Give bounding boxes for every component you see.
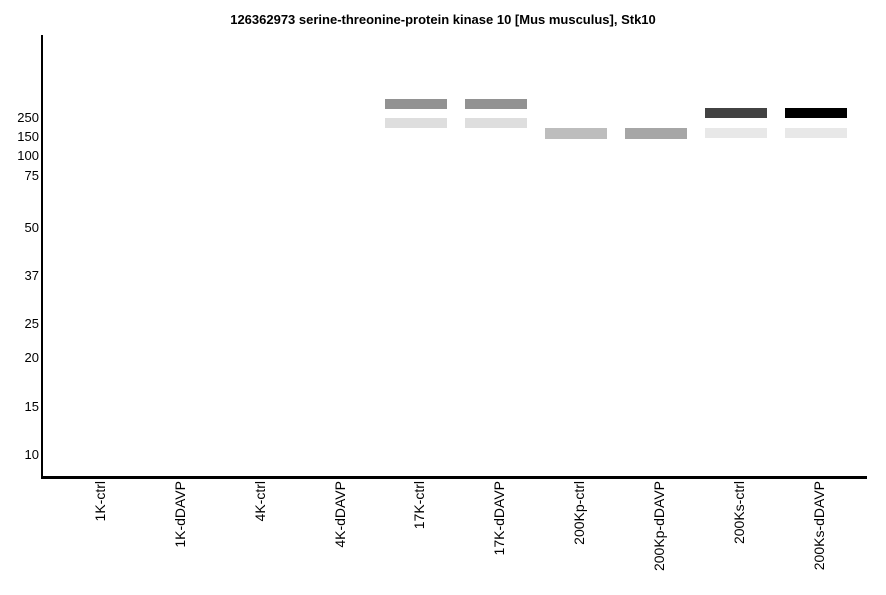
y-tick-label: 20 <box>24 350 39 365</box>
chart-title: 126362973 serine-threonine-protein kinas… <box>230 12 656 27</box>
y-tick-label: 100 <box>17 148 39 163</box>
blot-band <box>465 118 527 128</box>
y-tick-label: 150 <box>17 129 39 144</box>
x-lane-label: 200Ks-ctrl <box>731 481 747 545</box>
x-lane-label: 1K-dDAVP <box>172 481 188 548</box>
y-tick-label: 250 <box>17 110 39 125</box>
x-lane-label: 1K-ctrl <box>92 481 108 522</box>
y-tick-label: 10 <box>24 447 39 462</box>
y-axis-line <box>41 35 43 479</box>
y-tick-label: 75 <box>24 168 39 183</box>
blot-band <box>785 128 847 138</box>
blot-band <box>705 108 767 118</box>
y-tick-label: 37 <box>24 268 39 283</box>
y-tick-label: 15 <box>24 399 39 414</box>
blot-band <box>785 108 847 118</box>
x-lane-label: 4K-ctrl <box>252 481 268 522</box>
blot-band <box>385 118 447 128</box>
x-lane-label: 17K-dDAVP <box>491 481 507 556</box>
x-axis-line <box>41 476 867 479</box>
blot-band <box>465 99 527 109</box>
blot-band <box>545 128 607 139</box>
blot-band <box>385 99 447 109</box>
x-lane-label: 200Ks-dDAVP <box>811 481 827 571</box>
blot-band <box>705 128 767 138</box>
x-lane-label: 17K-ctrl <box>411 481 427 530</box>
y-tick-label: 50 <box>24 220 39 235</box>
x-lane-label: 200Kp-ctrl <box>571 481 587 545</box>
x-lane-label: 200Kp-dDAVP <box>651 481 667 572</box>
x-lane-label: 4K-dDAVP <box>332 481 348 548</box>
blot-band <box>625 128 687 139</box>
y-tick-label: 25 <box>24 316 39 331</box>
